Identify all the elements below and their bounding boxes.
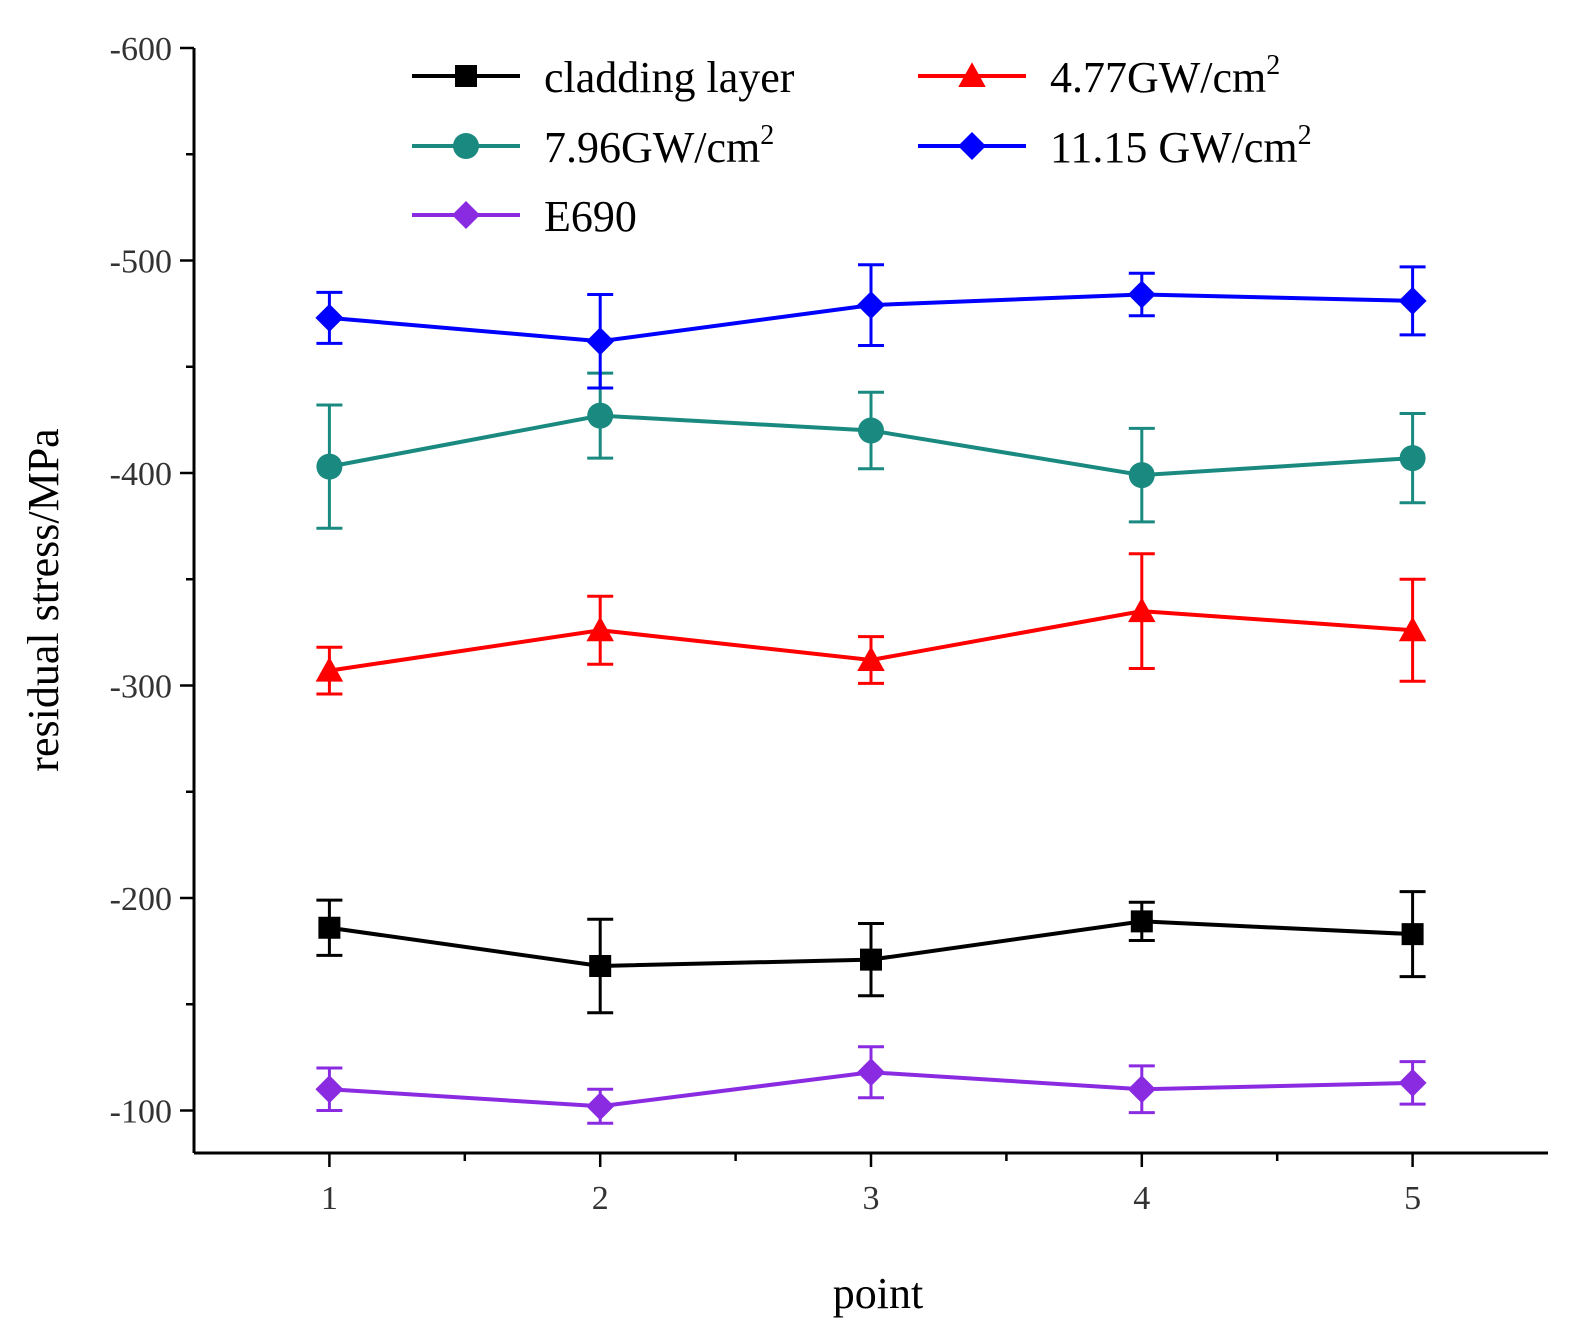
y-tick-label: -500 [110, 244, 172, 281]
legend-item-4: E690 [412, 192, 637, 241]
data-point [586, 616, 614, 642]
legend-marker [453, 133, 479, 159]
series-4 [315, 1045, 1427, 1125]
data-point [1127, 280, 1156, 309]
data-point [587, 402, 614, 429]
data-point [315, 656, 344, 682]
x-tick-label: 4 [1133, 1180, 1150, 1217]
x-tick-label: 5 [1404, 1180, 1421, 1217]
data-point [1127, 1075, 1156, 1104]
data-point [315, 303, 344, 332]
legend-label: 4.77GW/cm2 [1050, 50, 1280, 102]
x-tick-label: 3 [863, 1180, 880, 1217]
legend-label: 11.15 GW/cm2 [1050, 120, 1312, 172]
y-tick-label: -600 [110, 31, 172, 68]
data-point [857, 1058, 885, 1087]
y-tick-label: -300 [110, 669, 172, 706]
data-point [857, 646, 885, 671]
data-point [1130, 910, 1153, 933]
legend-item-2: 7.96GW/cm2 [412, 120, 774, 172]
legend-label: E690 [544, 192, 637, 241]
data-point [857, 291, 885, 320]
series-1 [315, 552, 1427, 696]
legend-item-3: 11.15 GW/cm2 [918, 120, 1312, 172]
legend-marker [958, 62, 986, 87]
legend: cladding layer 4.77GW/cm2 7.96GW/cm2 11.15 … [412, 50, 1312, 241]
y-tick-label: -100 [110, 1094, 172, 1131]
data-point [1128, 462, 1155, 489]
data-point [860, 948, 882, 971]
data-point [1398, 1068, 1427, 1097]
data-point [318, 916, 341, 939]
x-axis-title: point [833, 1269, 923, 1318]
legend-label: cladding layer [544, 53, 795, 102]
legend-marker [452, 201, 480, 229]
legend-item-1: 4.77GW/cm2 [918, 50, 1280, 102]
x-tick-label: 1 [321, 1180, 338, 1217]
y-tick-label: -400 [110, 456, 172, 493]
data-point [589, 955, 612, 977]
series-2 [316, 371, 1426, 530]
data-point [1398, 616, 1427, 642]
data-point [1399, 445, 1426, 472]
series-3 [315, 263, 1427, 390]
legend-marker [455, 65, 477, 87]
data-point [858, 417, 884, 444]
data-point [1128, 597, 1156, 623]
y-tick-label: -200 [110, 881, 172, 918]
data-point [315, 1075, 344, 1104]
data-point [1401, 923, 1424, 946]
data-point [586, 327, 615, 356]
axes-layer: -600 -500 -400 -300 -200 -100 1 2 3 4 5 [110, 31, 1548, 1217]
legend-label: 7.96GW/cm2 [544, 120, 774, 172]
y-axis-title: residual stress/MPa [19, 428, 68, 771]
legend-marker [958, 132, 986, 160]
data-point [1398, 286, 1427, 315]
data-point [316, 453, 343, 480]
series-layer [315, 263, 1427, 1125]
x-tick-label: 2 [592, 1180, 609, 1217]
legend-item-0: cladding layer [412, 53, 795, 102]
data-point [586, 1092, 615, 1121]
series-0 [316, 890, 1426, 1015]
